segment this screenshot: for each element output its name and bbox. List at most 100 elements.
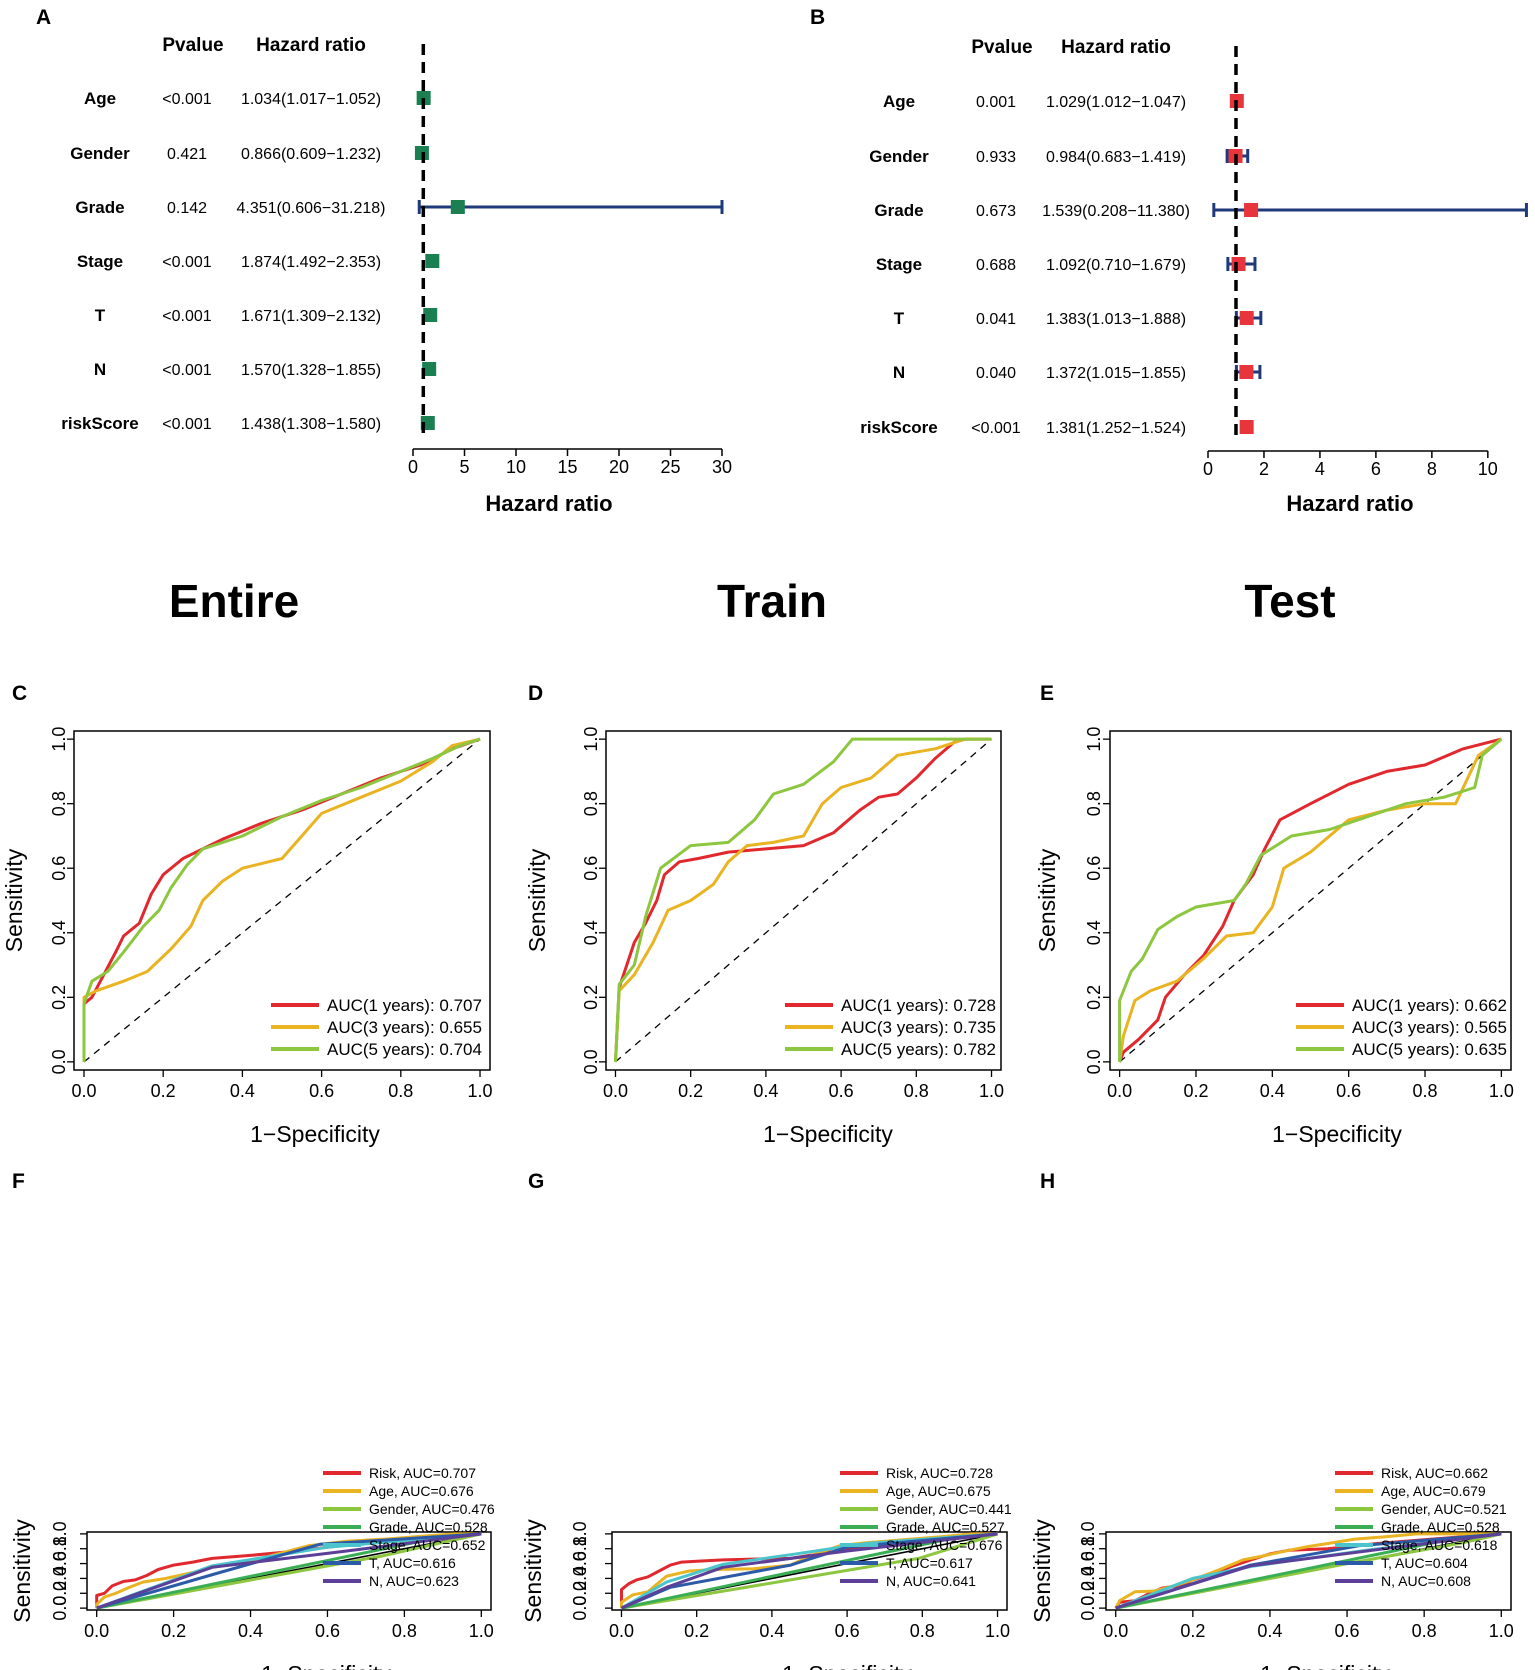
group-title-test: Test	[1244, 575, 1335, 627]
plot-frame	[1105, 1531, 1512, 1611]
y-tick-label: 0.2	[49, 985, 69, 1010]
panel-letter-h: H	[1040, 1170, 1055, 1193]
y-tick-label: 0.4	[49, 920, 69, 945]
hazard-ratio-box	[1239, 365, 1254, 379]
legend-label: AUC(5 years): 0.704	[327, 1040, 482, 1059]
y-tick-label: 0.0	[49, 1049, 69, 1074]
row-hazard-ratio-text: 1.570(1.328−1.855)	[241, 362, 381, 379]
x-tick-label: 0.6	[315, 1621, 340, 1641]
x-tick-label: 0.0	[609, 1621, 634, 1641]
x-tick-label: 10	[506, 457, 526, 477]
row-variable-label: Age	[84, 89, 116, 108]
legend-label: Gender, AUC=0.521	[1381, 1501, 1507, 1517]
legend: AUC(1 years): 0.662 AUC(3 years): 0.565 AU…	[1296, 996, 1507, 1059]
roc-curve	[614, 737, 992, 1062]
x-tick-label: 15	[557, 457, 577, 477]
row-variable-label: T	[894, 309, 905, 328]
x-axis-title: Hazard ratio	[1286, 491, 1413, 516]
y-axis-title: Sensitivity	[520, 1519, 546, 1623]
legend-label: Stage, AUC=0.618	[1381, 1537, 1498, 1553]
x-tick-label: 1.0	[469, 1621, 494, 1641]
row-hazard-ratio-text: 1.539(0.208−11.380)	[1042, 203, 1190, 220]
plot-frame	[605, 730, 1002, 1071]
row-variable-label: Grade	[75, 198, 124, 217]
legend-label: AUC(1 years): 0.707	[327, 996, 482, 1015]
x-tick-label: 0.8	[904, 1081, 929, 1101]
legend-label: AUC(3 years): 0.735	[841, 1018, 996, 1037]
y-tick-label: 0.4	[1084, 920, 1104, 945]
roc-plot-c: C 0.00.0 0.2 0.2 0.4 0.4 0.6 0.6 0.8 0.8 1.0 1.0 1−S…	[1, 682, 493, 1147]
y-tick-label: 0.2	[581, 985, 601, 1010]
y-tick-label: 0.4	[1078, 1566, 1098, 1591]
hazard-ratio-box	[1231, 257, 1246, 271]
x-axis-title: Hazard ratio	[485, 491, 612, 516]
y-tick-label: 1.0	[1078, 1521, 1098, 1546]
plot-frame	[1109, 730, 1512, 1071]
x-axis-title: 1−Specificity	[261, 1661, 391, 1670]
row-pvalue: 0.688	[976, 257, 1016, 274]
forest-row: riskScore <0.001 1.438(1.308−1.580)	[61, 414, 435, 433]
row-pvalue: <0.001	[162, 308, 211, 325]
plot-frame	[73, 730, 491, 1071]
legend-label: AUC(5 years): 0.635	[1352, 1040, 1507, 1059]
y-tick-label: 0.8	[581, 791, 601, 816]
legend-label: AUC(5 years): 0.782	[841, 1040, 996, 1059]
y-tick-label: 0.6	[1078, 1551, 1098, 1576]
y-axis-title: Sensitivity	[1029, 1519, 1055, 1623]
x-tick-label: 0.6	[1336, 1081, 1361, 1101]
row-hazard-ratio-text: 1.438(1.308−1.580)	[241, 416, 381, 433]
x-tick-label: 0.2	[161, 1621, 186, 1641]
forest-row: Gender 0.421 0.866(0.609−1.232)	[70, 144, 429, 163]
legend-label: Age, AUC=0.675	[886, 1483, 991, 1499]
y-tick-label: 0.0	[581, 1049, 601, 1074]
row-hazard-ratio-text: 1.381(1.252−1.524)	[1046, 420, 1186, 437]
row-pvalue: 0.001	[976, 94, 1016, 111]
legend: Risk, AUC=0.662 Age, AUC=0.679 Gender, AUC…	[1335, 1465, 1507, 1589]
row-variable-label: Gender	[869, 147, 929, 166]
y-axis-title: Sensitivity	[1034, 848, 1060, 952]
row-variable-label: Grade	[874, 201, 923, 220]
panel-letter-f: F	[12, 1170, 25, 1193]
y-tick-label: 1.0	[1084, 727, 1104, 752]
group-title-train: Train	[717, 575, 827, 627]
column-header-hazard-ratio: Hazard ratio	[1061, 37, 1171, 58]
y-tick-label: 0.2	[1084, 985, 1104, 1010]
x-tick-label: 0.4	[759, 1621, 784, 1641]
legend-label: T, AUC=0.604	[1381, 1555, 1468, 1571]
panel-letter-a: A	[36, 6, 51, 29]
x-tick-label: 0	[1203, 459, 1213, 479]
forest-plot-a: A Pvalue Hazard ratio Age <0.001 1.034(1.017−…	[36, 6, 732, 516]
y-tick-label: 0.4	[570, 1566, 590, 1591]
y-tick-label: 1.0	[581, 727, 601, 752]
legend: Risk, AUC=0.728 Age, AUC=0.675 Gender, AUC…	[840, 1465, 1012, 1589]
legend-label: Grade, AUC=0.528	[1381, 1519, 1500, 1535]
x-tick-label: 0.8	[1412, 1621, 1437, 1641]
roc-curve	[96, 1532, 482, 1610]
legend-label: Age, AUC=0.676	[369, 1483, 474, 1499]
hazard-ratio-box	[425, 254, 440, 268]
row-hazard-ratio-text: 0.984(0.683−1.419)	[1046, 149, 1186, 166]
y-tick-label: 0.0	[1078, 1596, 1098, 1621]
y-tick-label: 0.6	[50, 1551, 70, 1576]
x-tick-label: 0.8	[392, 1621, 417, 1641]
x-tick-label: 0.4	[1257, 1621, 1282, 1641]
y-tick-label: 0.8	[49, 791, 69, 816]
y-tick-label: 1.0	[50, 1521, 70, 1546]
x-tick-label: 1.0	[1489, 1081, 1514, 1101]
x-tick-label: 1.0	[985, 1621, 1010, 1641]
roc-curve	[96, 1532, 482, 1610]
panel-letter-e: E	[1040, 682, 1054, 705]
roc-curve	[1114, 1532, 1502, 1609]
x-tick-label: 1.0	[979, 1081, 1004, 1101]
x-axis-title: 1−Specificity	[1260, 1661, 1390, 1670]
roc-curve	[1118, 737, 1503, 1062]
row-pvalue: <0.001	[162, 416, 211, 433]
legend-label: AUC(3 years): 0.565	[1352, 1018, 1507, 1037]
row-pvalue: <0.001	[162, 254, 211, 271]
legend: AUC(1 years): 0.707 AUC(3 years): 0.655 AU…	[271, 996, 482, 1059]
hazard-ratio-box	[1239, 311, 1254, 325]
x-tick-label: 0.0	[1103, 1621, 1128, 1641]
column-header-pvalue: Pvalue	[162, 35, 223, 56]
legend-label: Grade, AUC=0.527	[886, 1519, 1005, 1535]
y-tick-label: 0.0	[50, 1596, 70, 1621]
